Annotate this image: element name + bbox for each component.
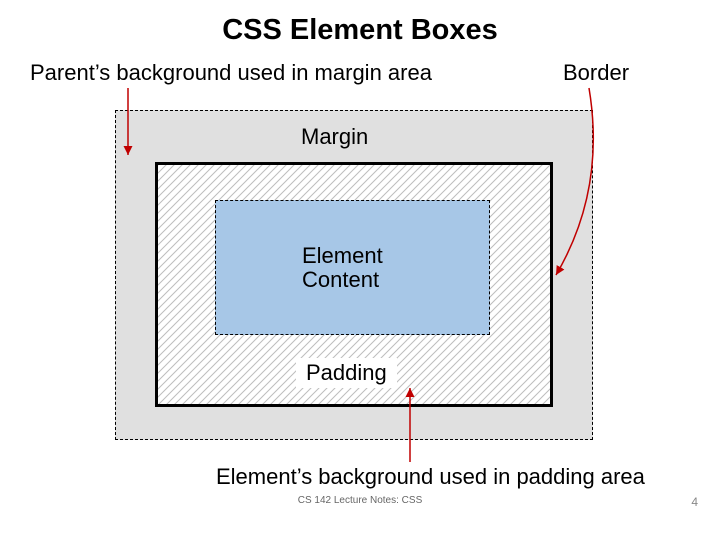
label-content-line2: Content (302, 267, 379, 292)
label-content-line1: Element (302, 243, 383, 268)
label-content: Element Content (296, 244, 389, 292)
footer-page-number: 4 (691, 495, 698, 509)
caption-border: Border (563, 60, 629, 86)
footer-notes: CS 142 Lecture Notes: CSS (0, 495, 720, 506)
caption-margin-background: Parent’s background used in margin area (30, 60, 432, 86)
slide-title: CSS Element Boxes (0, 14, 720, 47)
caption-element-background: Element’s background used in padding are… (216, 464, 645, 490)
label-padding: Padding (296, 358, 397, 388)
slide: CSS Element Boxes Parent’s background us… (0, 0, 720, 540)
label-margin: Margin (293, 122, 376, 152)
